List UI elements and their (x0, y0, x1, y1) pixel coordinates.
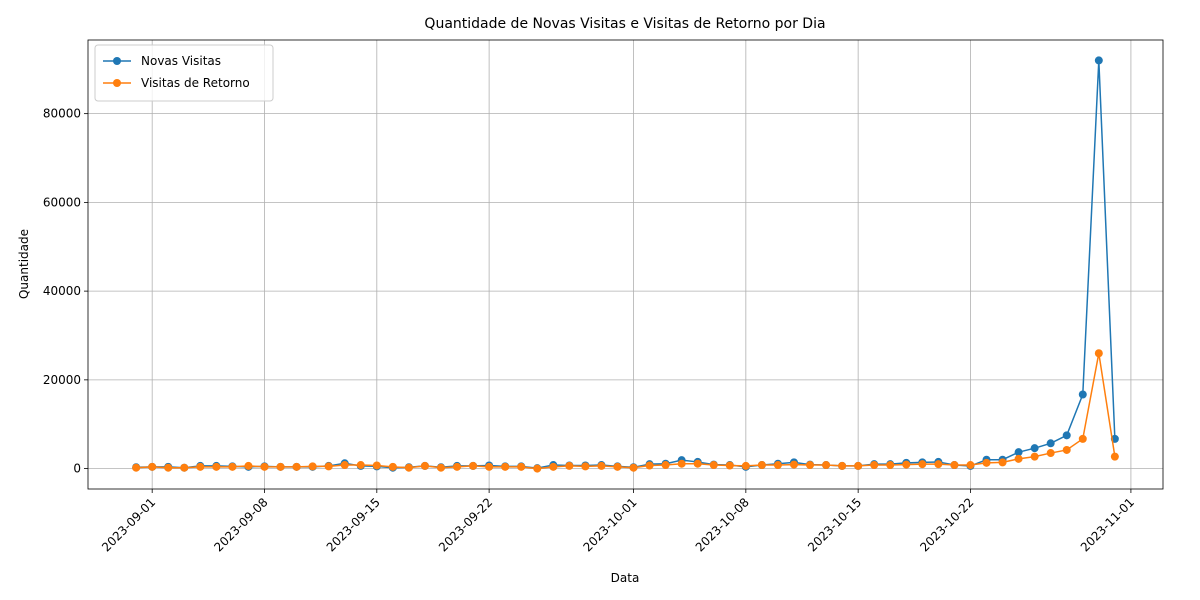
x-tick-label: 2023-10-22 (917, 495, 976, 554)
data-point (164, 463, 173, 472)
data-point (436, 463, 445, 472)
data-point (404, 463, 413, 472)
data-point (773, 461, 782, 470)
legend-box (94, 44, 274, 102)
data-point (597, 461, 606, 470)
data-point (725, 461, 734, 470)
data-point (838, 461, 847, 470)
x-axis-label: Data (611, 571, 640, 585)
data-point (677, 459, 686, 468)
data-point (453, 462, 462, 471)
x-tick-label: 2023-09-01 (99, 495, 158, 554)
x-tick-label: 2023-09-22 (436, 495, 495, 554)
legend-label: Visitas de Retorno (141, 76, 250, 90)
x-tick-label: 2023-10-15 (805, 495, 864, 554)
data-point (870, 461, 879, 470)
data-point (356, 461, 365, 470)
data-point (196, 462, 205, 471)
data-point (1014, 448, 1023, 457)
data-point (1062, 445, 1071, 454)
data-point (469, 461, 478, 470)
plot-frame (87, 39, 1164, 490)
data-point (613, 462, 622, 471)
chart-title: Quantidade de Novas Visitas e Visitas de… (424, 16, 825, 32)
y-tick-label: 0 (73, 462, 81, 476)
data-point (854, 461, 863, 470)
data-point (517, 462, 526, 471)
data-point (1030, 444, 1039, 453)
data-point (581, 462, 590, 471)
series-line (136, 353, 1116, 470)
data-point (645, 461, 654, 470)
data-point (902, 460, 911, 469)
data-point (180, 463, 189, 472)
data-point (212, 462, 221, 471)
data-point (806, 461, 815, 470)
data-point (661, 461, 670, 470)
data-point (822, 461, 831, 470)
data-point (485, 462, 494, 471)
data-point (533, 464, 542, 473)
data-point (372, 461, 381, 470)
data-point (1046, 449, 1055, 458)
data-point (1062, 431, 1071, 440)
data-point (966, 461, 975, 470)
data-point (789, 460, 798, 469)
data-point (388, 462, 397, 471)
x-tick-label: 2023-11-01 (1078, 495, 1137, 554)
data-point (244, 461, 253, 470)
data-point (1014, 454, 1023, 463)
x-tick-label: 2023-10-01 (580, 495, 639, 554)
data-point (1046, 439, 1055, 448)
legend: Novas Visitas Visitas de Retorno (94, 44, 274, 102)
data-point (565, 461, 574, 470)
legend-marker (113, 79, 121, 87)
y-tick-label: 80000 (43, 107, 81, 121)
y-tick-label: 60000 (43, 195, 81, 209)
data-point (276, 462, 285, 471)
x-tick-label: 2023-10-08 (693, 495, 752, 554)
data-point (934, 460, 943, 469)
data-point (308, 462, 317, 471)
data-point (1094, 56, 1103, 65)
data-point (629, 463, 638, 472)
data-point (324, 462, 333, 471)
data-point (148, 462, 157, 471)
y-axis-label: Quantidade (17, 229, 31, 299)
y-tick-label: 40000 (43, 284, 81, 298)
data-point (757, 461, 766, 470)
data-point (741, 461, 750, 470)
data-point (1094, 349, 1103, 358)
legend-label: Novas Visitas (141, 54, 221, 68)
data-point (420, 461, 429, 470)
data-point (886, 461, 895, 470)
legend-marker (113, 57, 121, 65)
data-point (998, 458, 1007, 467)
data-point (292, 462, 301, 471)
data-point (693, 459, 702, 468)
data-point (1110, 452, 1119, 461)
data-point (1078, 390, 1087, 399)
x-tick-label: 2023-09-08 (211, 495, 270, 554)
data-point (228, 462, 237, 471)
x-tick-label: 2023-09-15 (324, 495, 383, 554)
y-tick-label: 20000 (43, 373, 81, 387)
data-point (1078, 434, 1087, 443)
data-point (132, 463, 141, 472)
series-line (136, 60, 1116, 469)
data-point (1030, 452, 1039, 461)
data-point (982, 458, 991, 467)
data-point (709, 461, 718, 470)
data-point (549, 462, 558, 471)
data-point (260, 462, 269, 471)
data-point (950, 461, 959, 470)
data-point (918, 460, 927, 469)
data-point (501, 462, 510, 471)
data-point (340, 461, 349, 470)
